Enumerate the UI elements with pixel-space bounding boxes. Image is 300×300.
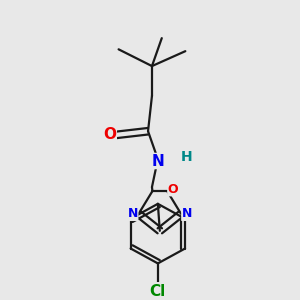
Text: Cl: Cl (150, 284, 166, 299)
Text: N: N (182, 207, 192, 220)
Text: O: O (103, 128, 116, 142)
Text: N: N (128, 207, 138, 220)
Text: N: N (152, 154, 164, 169)
Text: O: O (168, 183, 178, 196)
Text: H: H (181, 150, 192, 164)
